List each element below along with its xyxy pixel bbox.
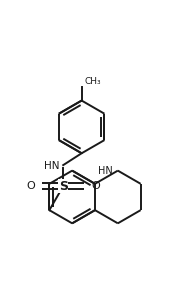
Text: HN: HN — [98, 166, 113, 176]
Text: S: S — [59, 180, 68, 193]
Text: CH₃: CH₃ — [84, 77, 101, 86]
Text: O: O — [91, 181, 100, 191]
Text: O: O — [26, 181, 35, 191]
Text: HN: HN — [44, 161, 59, 171]
